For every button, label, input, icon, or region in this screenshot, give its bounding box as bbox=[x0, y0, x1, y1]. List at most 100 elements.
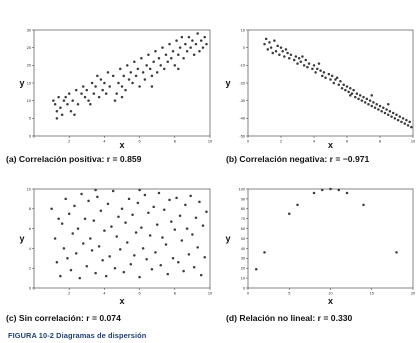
y-tick-label: -20 bbox=[240, 81, 246, 85]
data-point bbox=[143, 193, 147, 197]
data-point bbox=[155, 71, 159, 74]
data-point bbox=[127, 197, 131, 201]
data-point bbox=[327, 72, 331, 76]
data-point bbox=[87, 99, 90, 102]
data-point bbox=[80, 92, 83, 95]
data-point bbox=[187, 253, 191, 256]
data-point bbox=[110, 225, 113, 228]
data-point bbox=[196, 32, 199, 35]
data-point bbox=[148, 234, 152, 237]
data-point bbox=[60, 113, 64, 117]
panel-caption-c: (c) Sin correlación: r = 0.074 bbox=[6, 313, 121, 323]
data-point bbox=[104, 274, 108, 278]
data-point bbox=[401, 117, 405, 120]
data-point bbox=[321, 188, 324, 192]
y-tick-label: -50 bbox=[240, 134, 246, 138]
data-point bbox=[96, 195, 99, 199]
data-point bbox=[284, 48, 288, 51]
data-point bbox=[354, 95, 357, 99]
data-point bbox=[342, 83, 345, 87]
data-point bbox=[55, 261, 59, 264]
data-point bbox=[194, 42, 198, 46]
data-point bbox=[129, 262, 133, 266]
y-axis-label: y bbox=[225, 234, 230, 244]
data-point bbox=[311, 67, 314, 71]
data-point bbox=[283, 55, 286, 58]
data-point bbox=[117, 215, 120, 218]
y-tick-label: 0 bbox=[243, 286, 245, 290]
x-axis-label: x bbox=[119, 296, 124, 306]
data-point bbox=[405, 118, 408, 122]
data-point bbox=[133, 60, 136, 64]
data-point bbox=[136, 201, 140, 205]
y-tick-label: 10 bbox=[27, 99, 31, 103]
data-point bbox=[162, 67, 166, 71]
data-point bbox=[90, 81, 94, 85]
y-tick-label: -40 bbox=[240, 117, 246, 121]
data-point bbox=[180, 35, 184, 39]
data-point bbox=[143, 78, 147, 81]
data-point bbox=[268, 41, 271, 44]
data-point bbox=[377, 108, 380, 111]
data-point bbox=[189, 194, 192, 198]
data-point bbox=[316, 67, 319, 71]
data-point bbox=[299, 60, 303, 64]
data-point bbox=[171, 49, 175, 53]
data-point bbox=[131, 213, 134, 216]
data-point bbox=[118, 67, 122, 71]
x-axis-label: x bbox=[328, 296, 333, 306]
data-point bbox=[380, 110, 383, 113]
data-point bbox=[408, 120, 411, 124]
y-tick-label: 10 bbox=[241, 28, 245, 32]
data-point bbox=[385, 108, 388, 111]
data-point bbox=[289, 53, 293, 56]
data-point bbox=[50, 207, 53, 211]
x-tick-label: 5 bbox=[288, 292, 290, 296]
data-point bbox=[83, 95, 87, 99]
x-tick-label: 6 bbox=[346, 140, 348, 144]
data-point bbox=[395, 251, 398, 254]
data-point bbox=[82, 85, 85, 88]
data-point bbox=[76, 102, 80, 106]
data-point bbox=[64, 197, 67, 201]
data-point bbox=[92, 92, 96, 95]
y-tick-label: 15 bbox=[27, 81, 31, 85]
y-tick-label: 25 bbox=[27, 46, 31, 50]
data-point bbox=[324, 76, 327, 79]
data-point bbox=[76, 227, 80, 230]
data-point bbox=[141, 71, 145, 74]
data-point bbox=[396, 118, 400, 122]
data-point bbox=[362, 203, 365, 207]
data-point bbox=[301, 55, 304, 58]
data-point bbox=[173, 228, 177, 231]
data-point bbox=[133, 254, 136, 257]
y-tick-label: 100 bbox=[239, 187, 245, 191]
y-tick-label: 20 bbox=[241, 267, 245, 271]
data-point bbox=[184, 42, 187, 46]
data-point bbox=[73, 113, 76, 117]
data-point bbox=[317, 62, 321, 65]
data-point bbox=[403, 122, 406, 125]
data-point bbox=[203, 35, 206, 39]
data-point bbox=[59, 106, 62, 109]
data-point bbox=[90, 249, 94, 252]
data-point bbox=[111, 74, 115, 78]
data-point bbox=[52, 99, 55, 102]
data-point bbox=[307, 62, 311, 65]
data-point bbox=[398, 115, 402, 118]
data-point bbox=[297, 57, 301, 60]
data-point bbox=[196, 246, 199, 249]
y-tick-label: 90 bbox=[241, 197, 245, 201]
data-point bbox=[314, 71, 317, 74]
data-point bbox=[387, 113, 390, 117]
data-point bbox=[55, 110, 59, 113]
data-point bbox=[101, 88, 104, 92]
data-point bbox=[410, 125, 413, 129]
data-point bbox=[370, 94, 373, 97]
data-point bbox=[203, 256, 206, 259]
y-tick-label: -10 bbox=[240, 64, 246, 68]
data-point bbox=[171, 257, 175, 260]
data-point bbox=[205, 210, 208, 214]
data-point bbox=[127, 78, 131, 81]
